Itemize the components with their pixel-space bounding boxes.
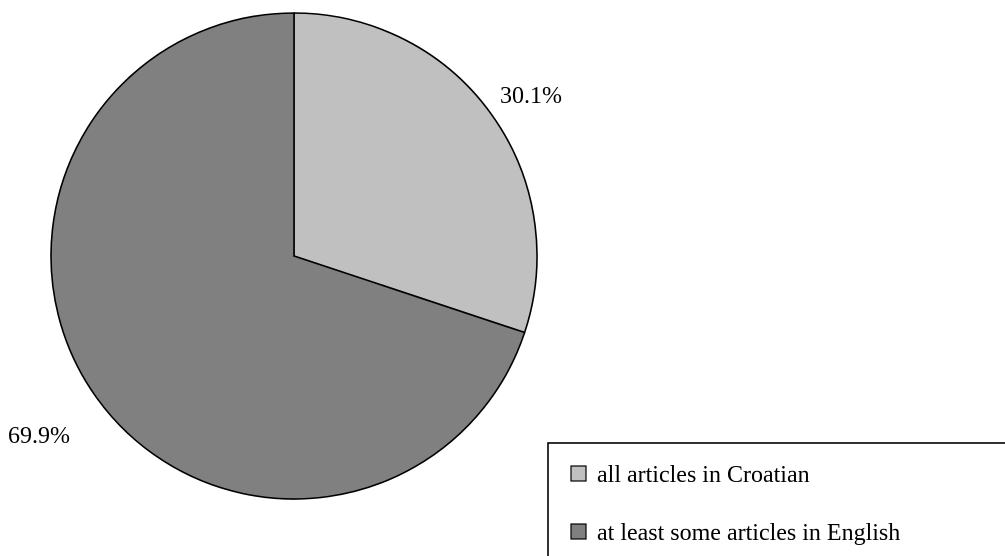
legend-swatch-croatian bbox=[570, 465, 587, 482]
pie-slice-croatian bbox=[293, 12, 538, 334]
pie-slices bbox=[50, 12, 538, 500]
legend-swatch-english bbox=[570, 523, 587, 540]
legend-label-english: at least some articles in English bbox=[597, 520, 900, 546]
legend-label-croatian: all articles in Croatian bbox=[597, 462, 810, 488]
data-label-english: 69.9% bbox=[8, 423, 70, 449]
data-label-croatian: 30.1% bbox=[500, 83, 562, 109]
legend-box bbox=[547, 442, 1005, 556]
pie-slice-english bbox=[50, 12, 526, 500]
legend: all articles in Croatian at least some a… bbox=[547, 442, 1005, 556]
